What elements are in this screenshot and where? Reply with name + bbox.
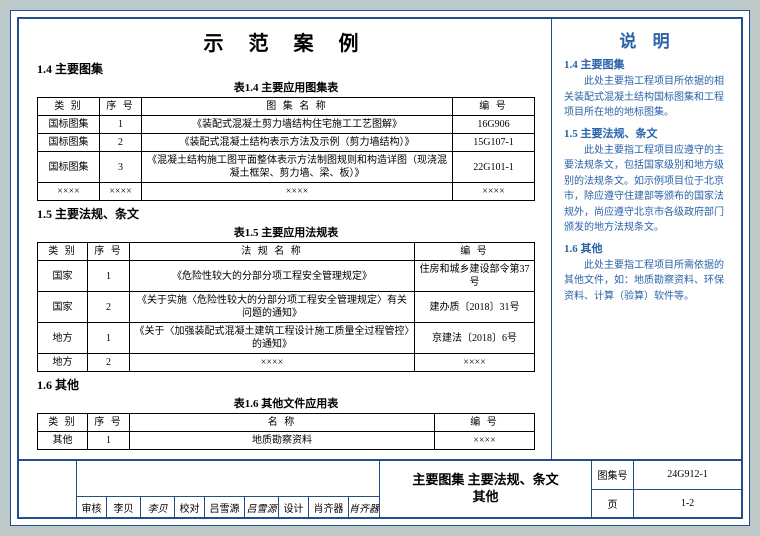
- sig-sign-review: 李贝: [141, 497, 175, 517]
- table-row: 类 别 序 号 法 规 名 称 编 号: [38, 243, 535, 261]
- sig-name-review: 李贝: [107, 497, 141, 517]
- table-row: 类 别 序 号 图 集 名 称 编 号: [38, 98, 535, 116]
- table-1-6: 类 别 序 号 名 称 编 号 其他1地质勘察资料××××: [37, 413, 535, 450]
- sig-sign-check: 吕雪源: [245, 497, 279, 517]
- page-value: 1-2: [634, 490, 741, 518]
- sheet: 示 范 案 例 1.4 主要图集 表1.4 主要应用图集表 类 别 序 号 图 …: [10, 10, 750, 526]
- side-sec-1-5: 1.5 主要法规、条文: [564, 125, 731, 141]
- table-1-4: 类 别 序 号 图 集 名 称 编 号 国标图集1《装配式混凝土剪力墙结构住宅施…: [37, 97, 535, 201]
- title-block-title: 主要图集 主要法规、条文 其他: [379, 461, 591, 517]
- signatures: 审核 李贝 李贝 校对 吕雪源 吕雪源 设计 肖齐器 肖齐器: [77, 461, 379, 517]
- sig-name-design: 肖齐器: [309, 497, 349, 517]
- table-row: 地方2××××××××: [38, 354, 535, 372]
- side-para-1-6: 此处主要指工程项目所需依据的其他文件，如：地质勘察资料、环保资料、计算（验算）软…: [564, 258, 731, 305]
- table-row: 其他1地质勘察资料××××: [38, 432, 535, 450]
- drawing-set-label: 图集号: [592, 461, 634, 489]
- page-title: 示 范 案 例: [37, 27, 535, 56]
- table-1-5-caption: 表1.5 主要应用法规表: [37, 224, 535, 240]
- title-block: 审核 李贝 李贝 校对 吕雪源 吕雪源 设计 肖齐器 肖齐器 主要图集 主要法规…: [19, 459, 741, 517]
- side-notes: 说 明 1.4 主要图集 此处主要指工程项目所依据的相关装配式混凝土结构国标图集…: [551, 19, 741, 459]
- section-1-4-heading: 1.4 主要图集: [37, 60, 535, 77]
- sig-label-design: 设计: [279, 497, 309, 517]
- signature-row: 审核 李贝 李贝 校对 吕雪源 吕雪源 设计 肖齐器 肖齐器: [77, 497, 379, 517]
- table-row: 国家2《关于实施〈危险性较大的分部分项工程安全管理规定〉有关问题的通知》建办质〔…: [38, 292, 535, 323]
- table-row: 国标图集2《装配式混凝土结构表示方法及示例（剪力墙结构）》15G107-1: [38, 134, 535, 152]
- title-block-left: 审核 李贝 李贝 校对 吕雪源 吕雪源 设计 肖齐器 肖齐器: [19, 461, 379, 517]
- side-sec-1-6: 1.6 其他: [564, 240, 731, 256]
- title-block-blank: [19, 461, 77, 517]
- drawing-set-value: 24G912-1: [634, 461, 741, 489]
- title-block-right: 图集号 24G912-1 页 1-2: [591, 461, 741, 517]
- sig-label-review: 审核: [77, 497, 107, 517]
- sig-name-check: 吕雪源: [205, 497, 245, 517]
- table-1-5: 类 别 序 号 法 规 名 称 编 号 国家1《危险性较大的分部分项工程安全管理…: [37, 242, 535, 372]
- main-content: 示 范 案 例 1.4 主要图集 表1.4 主要应用图集表 类 别 序 号 图 …: [19, 19, 549, 459]
- section-1-5-heading: 1.5 主要法规、条文: [37, 205, 535, 222]
- side-para-1-5: 此处主要指工程项目应遵守的主要法规条文，包括国家级别和地方级别的法规条文。如示例…: [564, 143, 731, 236]
- table-1-4-caption: 表1.4 主要应用图集表: [37, 79, 535, 95]
- section-1-6-heading: 1.6 其他: [37, 376, 535, 393]
- table-row: 地方1《关于〈加强装配式混凝土建筑工程设计施工质量全过程管控〉的通知》京建法〔2…: [38, 323, 535, 354]
- table-row: 国标图集1《装配式混凝土剪力墙结构住宅施工工艺图解》16G906: [38, 116, 535, 134]
- side-sec-1-4: 1.4 主要图集: [564, 56, 731, 72]
- table-row: 国家1《危险性较大的分部分项工程安全管理规定》住房和城乡建设部令第37号: [38, 261, 535, 292]
- sig-sign-design: 肖齐器: [349, 497, 379, 517]
- sig-label-check: 校对: [175, 497, 205, 517]
- side-title: 说 明: [564, 27, 731, 52]
- table-row: 类 别 序 号 名 称 编 号: [38, 414, 535, 432]
- page-label: 页: [592, 490, 634, 518]
- frame: 示 范 案 例 1.4 主要图集 表1.4 主要应用图集表 类 别 序 号 图 …: [17, 17, 743, 519]
- table-row: ××××××××××××××××: [38, 183, 535, 201]
- table-row: 国标图集3《混凝土结构施工图平面整体表示方法制图规则和构造详图（现浇混凝土框架、…: [38, 152, 535, 183]
- side-para-1-4: 此处主要指工程项目所依据的相关装配式混凝土结构国标图集和工程项目所在地的地标图集…: [564, 74, 731, 121]
- table-1-6-caption: 表1.6 其他文件应用表: [37, 395, 535, 411]
